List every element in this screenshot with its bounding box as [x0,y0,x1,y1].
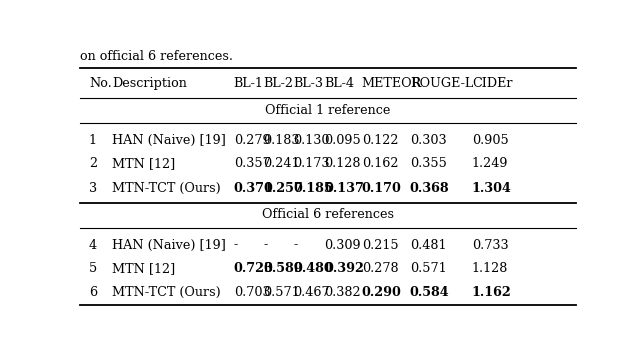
Text: 5: 5 [89,262,97,275]
Text: 0.571: 0.571 [264,286,300,299]
Text: Official 1 reference: Official 1 reference [266,104,390,117]
Text: 0.122: 0.122 [362,134,398,147]
Text: 0.703: 0.703 [234,286,270,299]
Text: 0.183: 0.183 [264,134,300,147]
Text: 0.467: 0.467 [293,286,330,299]
Text: 0.371: 0.371 [234,182,274,195]
Text: METEOR: METEOR [362,78,422,90]
Text: 1: 1 [89,134,97,147]
Text: 0.309: 0.309 [324,238,361,252]
Text: 0.279: 0.279 [234,134,270,147]
Text: MTN-TCT (Ours): MTN-TCT (Ours) [112,286,221,299]
Text: 0.170: 0.170 [362,182,402,195]
Text: 2: 2 [89,157,97,170]
Text: HAN (Naive) [19]: HAN (Naive) [19] [112,134,226,147]
Text: 0.481: 0.481 [410,238,446,252]
Text: ROUGE-L: ROUGE-L [410,78,473,90]
Text: 0.185: 0.185 [293,182,333,195]
Text: 0.278: 0.278 [362,262,398,275]
Text: 6: 6 [89,286,97,299]
Text: 0.589: 0.589 [264,262,303,275]
Text: 0.584: 0.584 [410,286,449,299]
Text: 0.723: 0.723 [234,262,274,275]
Text: 0.303: 0.303 [410,134,447,147]
Text: 0.215: 0.215 [362,238,398,252]
Text: MTN [12]: MTN [12] [112,262,175,275]
Text: 0.095: 0.095 [324,134,361,147]
Text: Description: Description [112,78,187,90]
Text: 0.130: 0.130 [293,134,330,147]
Text: 0.173: 0.173 [293,157,330,170]
Text: CIDEr: CIDEr [472,78,513,90]
Text: 3: 3 [89,182,97,195]
Text: 0.571: 0.571 [410,262,447,275]
Text: No.: No. [89,78,111,90]
Text: 0.290: 0.290 [362,286,402,299]
Text: 0.905: 0.905 [472,134,509,147]
Text: 0.382: 0.382 [324,286,361,299]
Text: MTN-TCT (Ours): MTN-TCT (Ours) [112,182,221,195]
Text: 1.249: 1.249 [472,157,508,170]
Text: 4: 4 [89,238,97,252]
Text: 0.162: 0.162 [362,157,398,170]
Text: 0.355: 0.355 [410,157,447,170]
Text: BL-4: BL-4 [324,78,354,90]
Text: 1.304: 1.304 [472,182,512,195]
Text: BL-1: BL-1 [234,78,264,90]
Text: 0.480: 0.480 [293,262,333,275]
Text: BL-2: BL-2 [264,78,294,90]
Text: -: - [293,238,298,252]
Text: HAN (Naive) [19]: HAN (Naive) [19] [112,238,226,252]
Text: 0.368: 0.368 [410,182,449,195]
Text: -: - [264,238,268,252]
Text: 0.392: 0.392 [324,262,364,275]
Text: on official 6 references.: on official 6 references. [80,50,233,63]
Text: 1.162: 1.162 [472,286,511,299]
Text: 1.128: 1.128 [472,262,508,275]
Text: 0.137: 0.137 [324,182,364,195]
Text: MTN [12]: MTN [12] [112,157,175,170]
Text: 0.733: 0.733 [472,238,508,252]
Text: -: - [234,238,238,252]
Text: 0.241: 0.241 [264,157,300,170]
Text: 0.128: 0.128 [324,157,360,170]
Text: 0.357: 0.357 [234,157,271,170]
Text: 0.257: 0.257 [264,182,303,195]
Text: BL-3: BL-3 [293,78,323,90]
Text: Official 6 references: Official 6 references [262,208,394,221]
